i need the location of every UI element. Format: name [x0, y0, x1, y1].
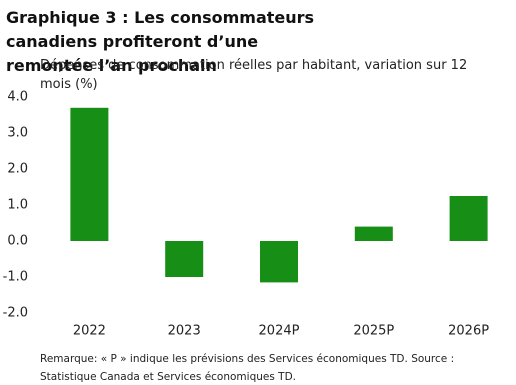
bar	[70, 107, 109, 241]
y-tick-label: -1.0	[3, 270, 28, 285]
chart-note: Remarque: « P » indique les prévisions d…	[40, 353, 455, 383]
y-tick-label: -2.0	[3, 306, 28, 321]
chart-title: Graphique 3 : Les consommateurs canadien…	[6, 8, 315, 75]
x-tick-label: 2025P	[353, 324, 394, 339]
x-tick-label: 2022	[73, 324, 106, 339]
y-tick-label: 1.0	[7, 198, 28, 213]
x-tick-label: 2024P	[259, 324, 300, 339]
bar	[260, 241, 298, 283]
bar	[165, 241, 204, 277]
x-tick-label: 2023	[168, 324, 201, 339]
bar	[354, 226, 393, 241]
y-tick-label: 3.0	[7, 126, 28, 141]
chart-subtitle: Dépenses de consommation réelles par hab…	[40, 58, 468, 92]
y-tick-label: 4.0	[7, 90, 28, 105]
x-tick-label: 2026P	[448, 324, 489, 339]
y-tick-label: 2.0	[7, 162, 28, 177]
y-tick-label: 0.0	[7, 234, 28, 249]
bar	[449, 196, 488, 241]
